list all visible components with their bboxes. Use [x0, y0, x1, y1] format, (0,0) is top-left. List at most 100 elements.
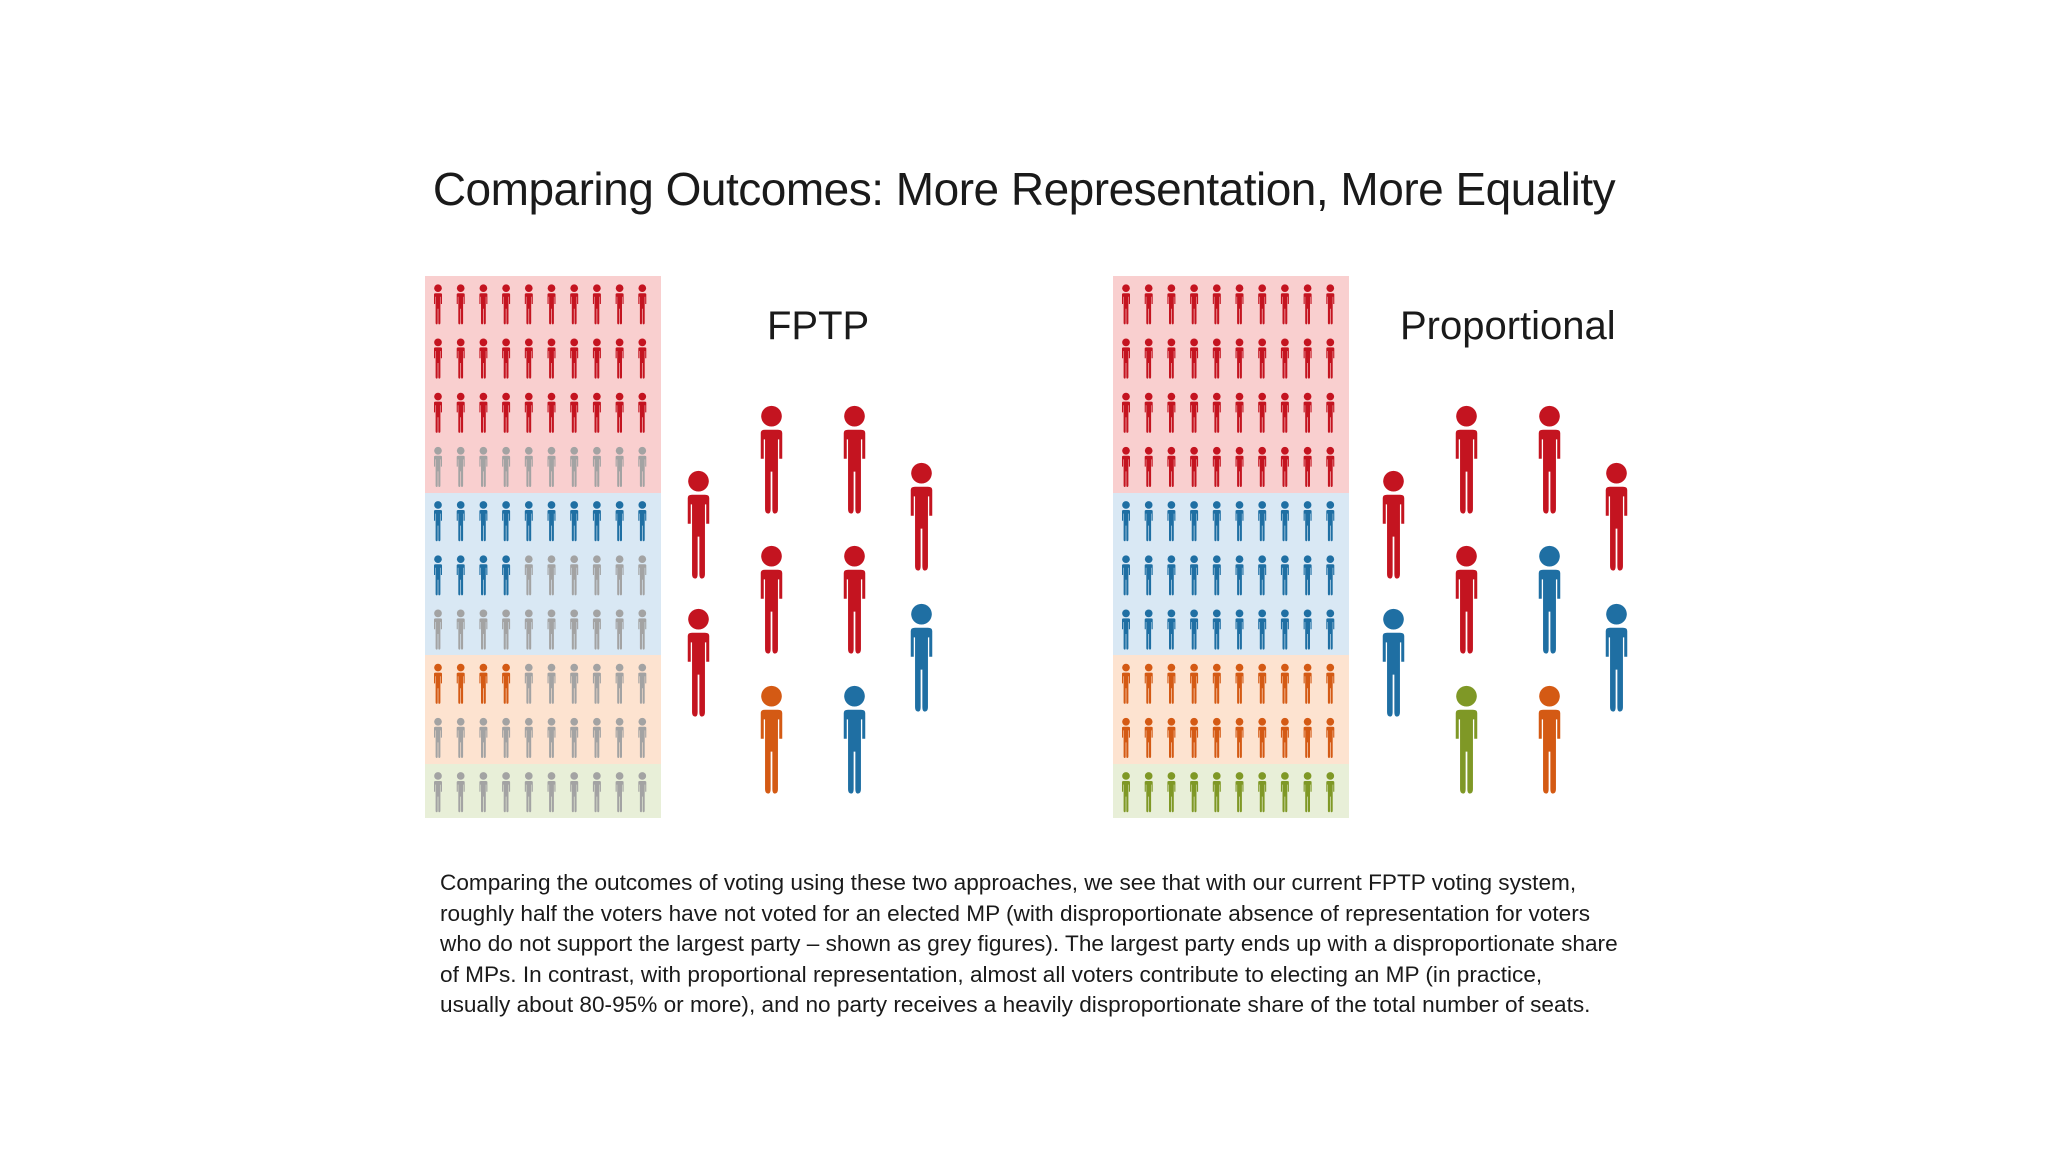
caption-line: who do not support the largest party – s… — [440, 931, 1618, 956]
voter-figure-blue — [502, 555, 511, 596]
voter-figure-grey — [592, 663, 601, 704]
voter-figure-blue — [1258, 501, 1267, 542]
mp-figure-blue — [910, 603, 933, 712]
voter-figure-red — [547, 284, 556, 325]
voter-figure-grey — [638, 663, 647, 704]
voter-figure-blue — [456, 555, 465, 596]
mp-figure-orange — [1538, 685, 1561, 794]
voter-figure-orange — [1235, 663, 1244, 704]
voter-figure-red — [1167, 338, 1176, 379]
voter-figure-red — [1258, 338, 1267, 379]
voter-figure-green — [1235, 772, 1244, 813]
voter-figure-green — [1167, 772, 1176, 813]
voter-figure-red — [1303, 446, 1312, 487]
voter-figure-grey — [456, 772, 465, 813]
mp-figure-red — [1382, 470, 1405, 579]
voter-figure-grey — [615, 555, 624, 596]
voter-figure-blue — [524, 501, 533, 542]
voter-figure-red — [638, 338, 647, 379]
voter-figure-blue — [1280, 555, 1289, 596]
voter-figure-blue — [1326, 609, 1335, 650]
voter-figure-red — [1258, 446, 1267, 487]
voter-figure-blue — [570, 501, 579, 542]
voter-figure-grey — [638, 772, 647, 813]
voter-figure-red — [1235, 392, 1244, 433]
voter-figure-orange — [502, 663, 511, 704]
voter-figure-blue — [1303, 501, 1312, 542]
voter-figure-blue — [1190, 501, 1199, 542]
mp-figure-blue — [843, 685, 866, 794]
voter-figure-red — [456, 338, 465, 379]
voter-figure-red — [479, 338, 488, 379]
voter-figure-red — [592, 392, 601, 433]
voter-figure-grey — [592, 772, 601, 813]
voter-figure-grey — [592, 609, 601, 650]
voter-figure-grey — [456, 446, 465, 487]
voter-figure-red — [479, 284, 488, 325]
voter-figure-orange — [1326, 663, 1335, 704]
voter-figure-red — [1190, 338, 1199, 379]
caption-line: roughly half the voters have not voted f… — [440, 900, 1591, 926]
voter-figure-grey — [570, 446, 579, 487]
voter-figure-red — [1280, 392, 1289, 433]
voter-figure-orange — [1190, 663, 1199, 704]
voter-figure-grey — [502, 717, 511, 758]
mp-figure-red — [1605, 462, 1628, 571]
voter-figure-grey — [502, 446, 511, 487]
voter-figure-blue — [502, 501, 511, 542]
voter-figure-red — [615, 392, 624, 433]
voter-figure-blue — [1190, 609, 1199, 650]
voter-figure-grey — [570, 772, 579, 813]
voter-figure-red — [1144, 338, 1153, 379]
voter-figure-grey — [570, 663, 579, 704]
mp-figure-red — [760, 545, 783, 654]
voter-figure-orange — [1190, 717, 1199, 758]
voter-figure-orange — [1235, 717, 1244, 758]
voter-figure-grey — [456, 609, 465, 650]
mp-figure-green — [1455, 685, 1478, 794]
voter-figure-red — [1303, 284, 1312, 325]
voter-figure-red — [1326, 392, 1335, 433]
voter-figure-grey — [434, 446, 442, 487]
voter-figure-red — [1144, 284, 1153, 325]
voter-figure-red — [1144, 446, 1153, 487]
voter-figure-grey — [502, 609, 511, 650]
voter-figure-blue — [1122, 609, 1130, 650]
voter-figure-red — [592, 338, 601, 379]
mp-figure-blue — [1605, 603, 1628, 712]
voter-figure-red — [1212, 284, 1221, 325]
voter-figure-blue — [1167, 501, 1176, 542]
voter-figure-blue — [1167, 555, 1176, 596]
voter-figure-blue — [1190, 555, 1199, 596]
voter-figure-green — [1258, 772, 1267, 813]
voter-figure-blue — [479, 501, 488, 542]
voter-figure-red — [547, 392, 556, 433]
caption-line: Comparing the outcomes of voting using t… — [440, 870, 1577, 895]
voter-figure-red — [524, 338, 533, 379]
voter-figure-grey — [638, 609, 647, 650]
mp-figure-orange — [760, 685, 783, 794]
mp-figure-red — [1538, 405, 1561, 514]
voter-figure-green — [1303, 772, 1312, 813]
voter-figure-blue — [1258, 609, 1267, 650]
voter-figure-orange — [456, 663, 465, 704]
voter-figure-red — [1122, 446, 1130, 487]
proportional-voter-grid — [1113, 276, 1349, 818]
voter-figure-orange — [1280, 717, 1289, 758]
voter-figure-orange — [1122, 717, 1130, 758]
voter-figure-red — [615, 338, 624, 379]
voter-figure-blue — [592, 501, 601, 542]
voter-figure-red — [638, 392, 647, 433]
voter-figure-blue — [1258, 555, 1267, 596]
voter-figure-red — [524, 392, 533, 433]
voter-figure-red — [434, 338, 442, 379]
voter-figure-orange — [1258, 663, 1267, 704]
mp-figure-red — [760, 405, 783, 514]
proportional-mp-cluster — [1382, 405, 1628, 794]
voter-figure-grey — [456, 717, 465, 758]
voter-figure-blue — [1122, 555, 1130, 596]
mp-figure-red — [687, 608, 710, 717]
voter-figure-grey — [479, 446, 488, 487]
voter-figure-orange — [1280, 663, 1289, 704]
voter-figure-blue — [638, 501, 647, 542]
